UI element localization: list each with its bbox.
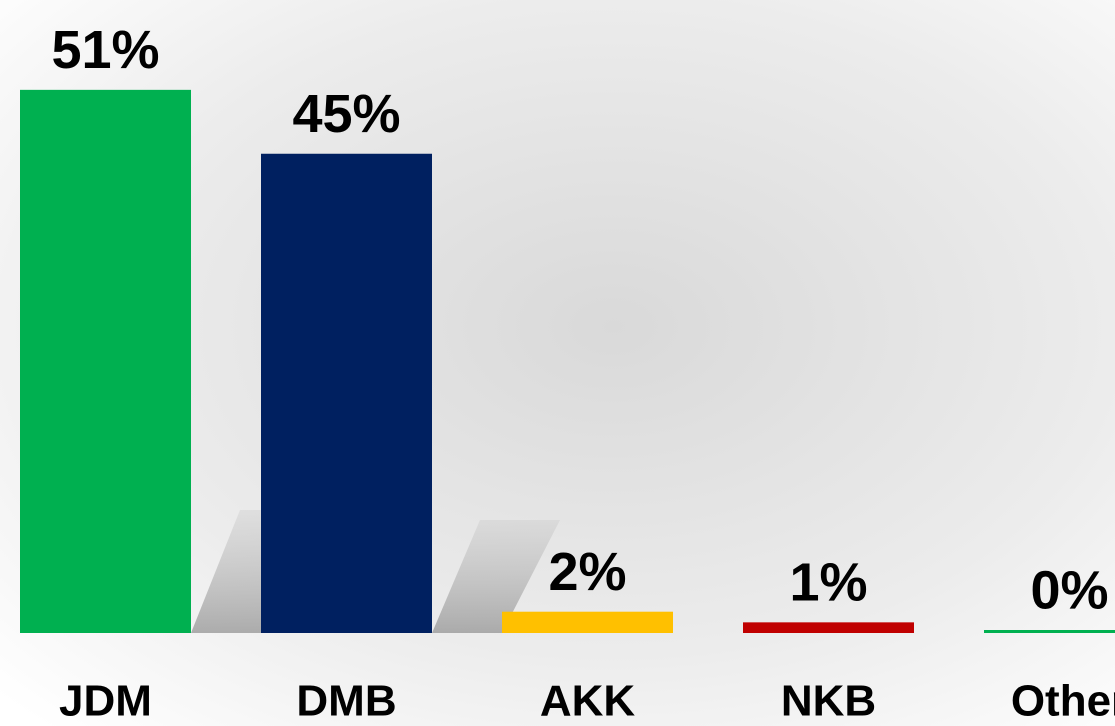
value-label: 45% — [292, 84, 400, 144]
shadow — [432, 520, 560, 633]
value-label: 2% — [548, 542, 626, 602]
bar — [502, 611, 673, 633]
shadow — [191, 510, 261, 633]
bar — [984, 630, 1115, 633]
value-label: 1% — [789, 553, 867, 613]
x-tick-label: AKK — [540, 677, 636, 726]
bar — [261, 153, 432, 633]
x-tick-label: Other — [1011, 677, 1115, 726]
x-tick-label: JDM — [59, 677, 152, 726]
value-label: 0% — [1030, 560, 1108, 620]
bars: 51% JDM 45% DMB 2% AKK 1% NKB 0% Other — [20, 20, 1115, 726]
x-tick-label: DMB — [296, 677, 396, 726]
bar — [20, 89, 191, 634]
x-tick-label: NKB — [781, 677, 876, 726]
bar — [743, 622, 914, 633]
value-label: 51% — [51, 20, 159, 80]
